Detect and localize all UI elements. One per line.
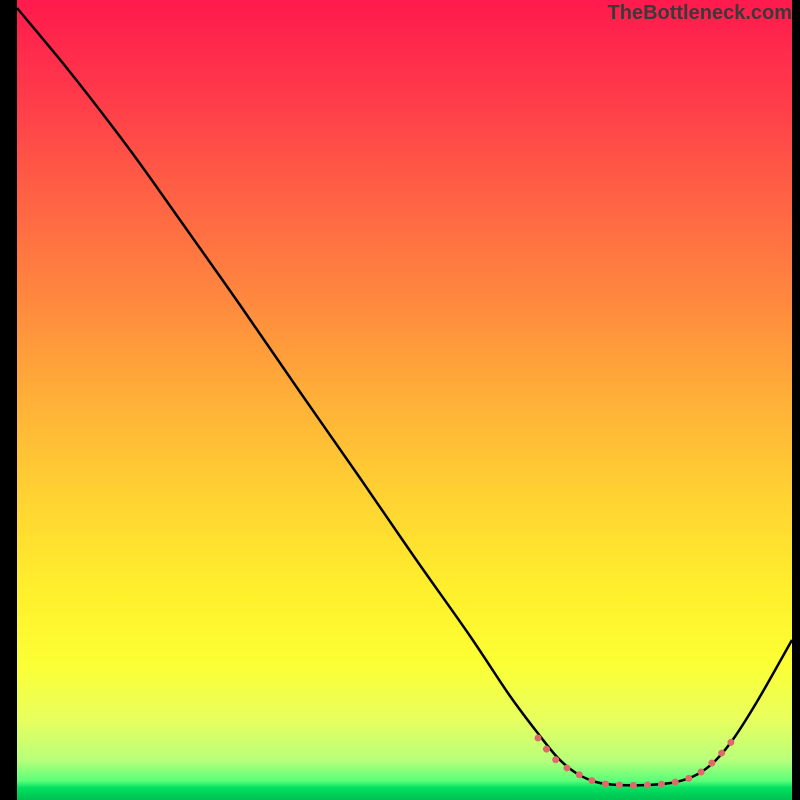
gradient-background [0,0,800,800]
attribution-text: TheBottleneck.com [608,2,792,25]
left-border-strip [0,0,17,800]
bottleneck-chart: TheBottleneck.com [0,0,800,800]
right-border-strip [792,0,800,800]
